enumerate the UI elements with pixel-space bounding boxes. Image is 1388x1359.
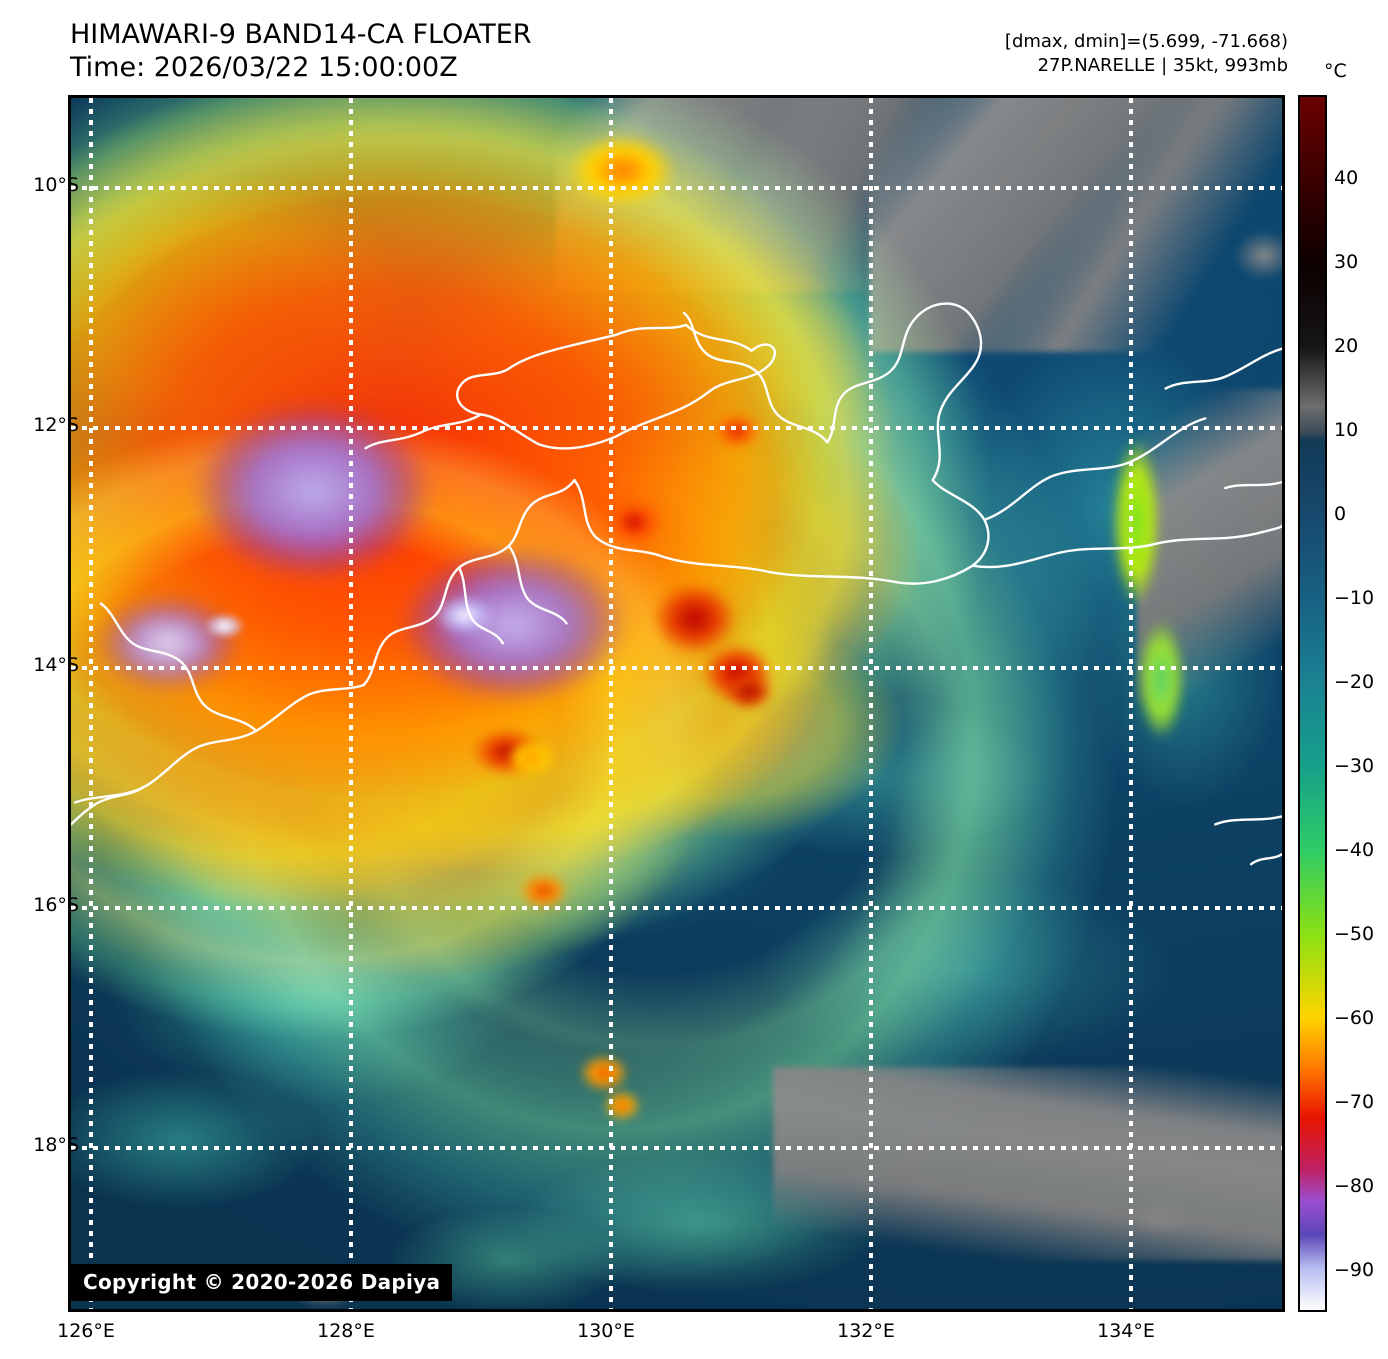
- y-axis-tick-18s: 18°S: [33, 1134, 79, 1156]
- colorbar-tick-m40: −40: [1334, 839, 1375, 861]
- plot-inner: Copyright © 2020-2026 Dapiya: [71, 98, 1282, 1309]
- coastline-southwest: [71, 785, 146, 826]
- convective-cell-8: [579, 1054, 629, 1092]
- colorbar-tick-0: 0: [1334, 503, 1347, 525]
- coastline-australia-ne-inner: [983, 417, 1207, 522]
- convective-cell-4: [724, 673, 774, 710]
- cold-cloud-top-c: [95, 594, 241, 692]
- convective-cell-10: [712, 412, 762, 450]
- coastline-kimberley-inlet2: [457, 566, 505, 645]
- y-axis-tick-10s: 10°S: [33, 174, 79, 196]
- dmax-dmin-label: [dmax, dmin]=(5.699, -71.668): [1004, 31, 1288, 52]
- page-title: HIMAWARI-9 BAND14-CA FLOATER: [70, 19, 532, 50]
- y-axis-tick-16s: 16°S: [33, 894, 79, 916]
- coastline-australia-peninsula: [826, 302, 983, 482]
- convective-cell-6: [506, 739, 556, 777]
- warm-cloud-mass-layer: [71, 98, 1282, 1309]
- colorbar-tick-m80: −80: [1334, 1175, 1375, 1197]
- colorbar-tick-10: 10: [1334, 419, 1359, 441]
- coastline-west-australia: [73, 683, 365, 804]
- gridline-lat-18s: [71, 1146, 1282, 1150]
- colorbar-tick-30: 30: [1334, 251, 1359, 273]
- coastline-australia-northeast: [971, 524, 1282, 569]
- coastline-australia-north: [573, 478, 990, 585]
- gridline-lon-132: [869, 98, 873, 1309]
- gridline-lat-10s: [71, 186, 1282, 190]
- gridline-lon-130: [609, 98, 613, 1309]
- colorbar-gradient: [1300, 97, 1325, 1310]
- gridline-lon-134: [1129, 98, 1133, 1309]
- gridline-lat-12s: [71, 426, 1282, 430]
- gridline-lon-126: [89, 98, 93, 1309]
- x-axis-tick-132e: 132°E: [837, 1320, 895, 1342]
- colorbar-tick-m10: −10: [1334, 587, 1375, 609]
- gridline-lon-128: [349, 98, 353, 1309]
- coastline-timor-west: [364, 413, 483, 450]
- colorbar[interactable]: [1298, 95, 1327, 1312]
- satellite-image-plot[interactable]: Copyright © 2020-2026 Dapiya: [68, 95, 1285, 1312]
- x-axis-tick-126e: 126°E: [57, 1320, 115, 1342]
- coastline-east-island-1: [1164, 347, 1282, 390]
- coastline-east-island-3: [1214, 815, 1282, 826]
- x-axis-tick-134e: 134°E: [1097, 1320, 1155, 1342]
- colorbar-tick-20: 20: [1334, 335, 1359, 357]
- coastline-australia-gulf: [682, 311, 829, 444]
- x-axis-tick-130e: 130°E: [577, 1320, 635, 1342]
- copyright-watermark: Copyright © 2020-2026 Dapiya: [71, 1264, 453, 1301]
- convective-cell-11: [567, 134, 677, 207]
- colorbar-tick-m90: −90: [1334, 1259, 1375, 1281]
- coastline-west-inner: [99, 602, 258, 733]
- header-left: HIMAWARI-9 BAND14-CA FLOATER Time: 2026/…: [70, 18, 532, 84]
- colorbar-tick-m20: −20: [1334, 671, 1375, 693]
- convective-cell-1: [603, 497, 665, 547]
- coastline-east-island-4: [1249, 853, 1282, 866]
- colorbar-unit-label: °C: [1324, 60, 1347, 82]
- coastline-kimberley: [362, 478, 576, 687]
- colorbar-tick-m70: −70: [1334, 1091, 1375, 1113]
- colorbar-tick-m30: −30: [1334, 755, 1375, 777]
- warm-cloud-fringe-layer: [71, 98, 1282, 1309]
- gridline-lat-16s: [71, 906, 1282, 910]
- coastline-overlay: [71, 302, 1282, 866]
- storm-info-label: 27P.NARELLE | 35kt, 993mb: [1037, 55, 1288, 76]
- convective-cell-7: [519, 873, 568, 910]
- coastline-east-island-2: [1224, 480, 1282, 490]
- convective-cell-2: [652, 582, 738, 656]
- y-axis-tick-12s: 12°S: [33, 414, 79, 436]
- coastline-kimberley-inlet: [507, 544, 568, 625]
- convective-cell-13: [1136, 618, 1186, 740]
- x-axis-tick-128e: 128°E: [317, 1320, 375, 1342]
- overshooting-top-b: [204, 612, 246, 640]
- y-axis-tick-14s: 14°S: [33, 654, 79, 676]
- colorbar-tick-m50: −50: [1334, 923, 1375, 945]
- header-right: [dmax, dmin]=(5.699, -71.668) 27P.NARELL…: [1005, 30, 1288, 78]
- timestamp-label: Time: 2026/03/22 15:00:00Z: [70, 52, 458, 83]
- cold-cloud-top-a: [192, 400, 435, 583]
- colorbar-tick-40: 40: [1334, 167, 1359, 189]
- gridline-lat-14s: [71, 666, 1282, 670]
- colorbar-tick-m60: −60: [1334, 1007, 1375, 1029]
- coastline-timor: [455, 323, 777, 450]
